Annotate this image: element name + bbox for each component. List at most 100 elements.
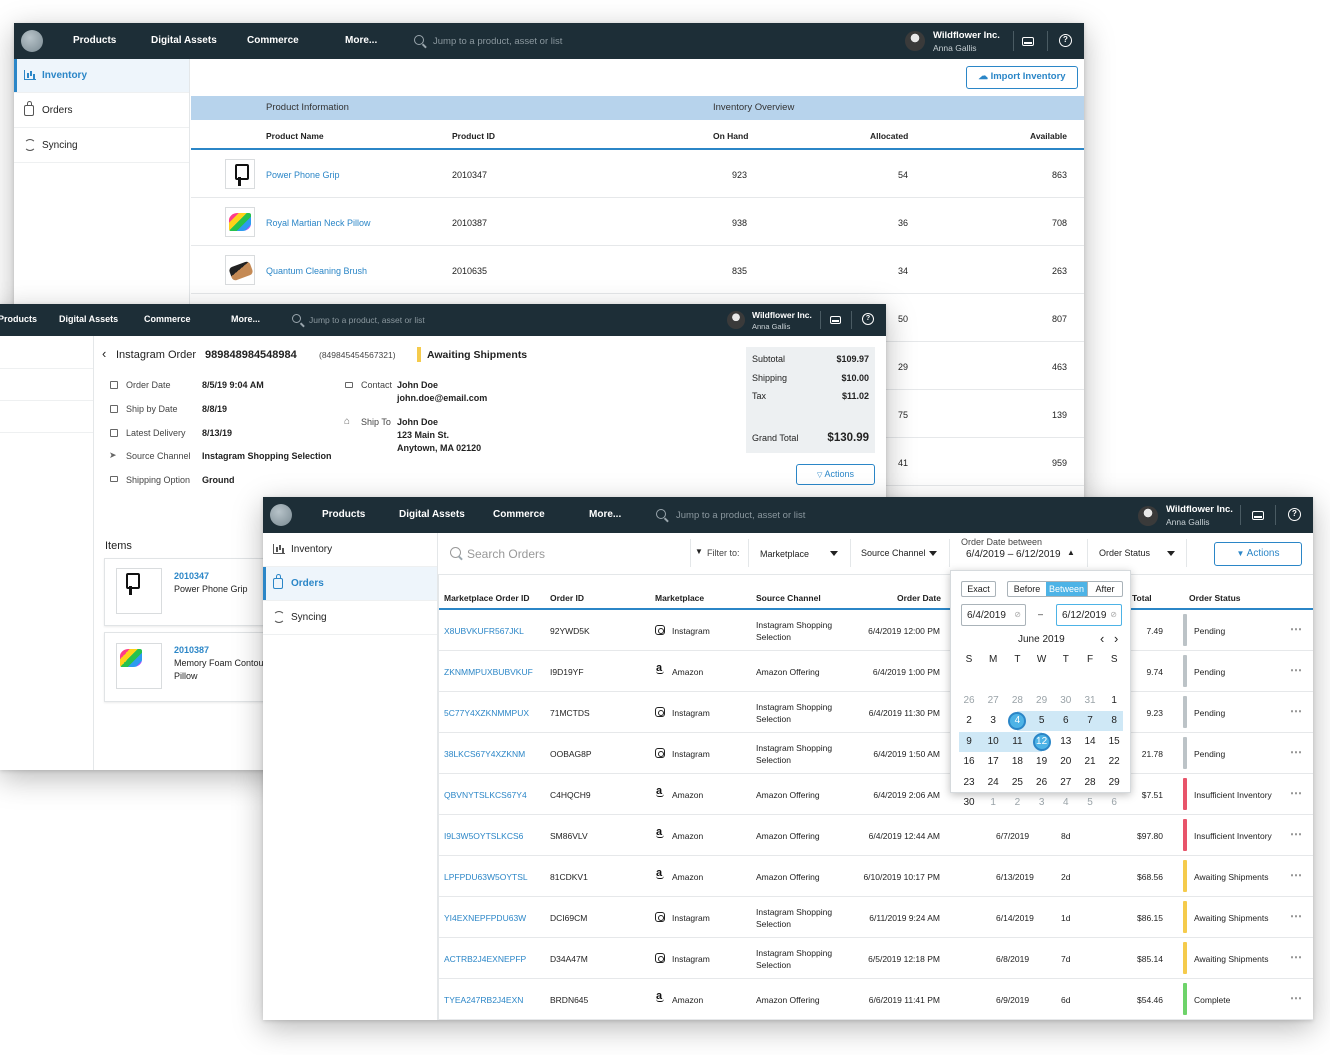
nav-products[interactable]: Products: [73, 35, 117, 46]
more-icon[interactable]: ⋯: [1290, 745, 1303, 759]
sidebar-item-orders[interactable]: Orders: [263, 567, 437, 601]
global-search-input[interactable]: Jump to a product, asset or list: [309, 315, 425, 325]
marketplace-order-id-link[interactable]: TYEA247RB2J4EXN: [444, 995, 524, 1005]
calendar-day[interactable]: 8: [1111, 715, 1117, 726]
marketplace-order-id-link[interactable]: 5C77Y4XZKNMMPUX: [444, 708, 530, 718]
item-id-link[interactable]: 2010387: [174, 645, 210, 655]
col-product-id[interactable]: Product ID: [452, 131, 495, 141]
calendar-day[interactable]: 11: [1012, 735, 1023, 747]
table-row[interactable]: I9L3W5OYTSLKCS6 SM86VLV a Amazon Amazon Offe…: [439, 815, 1313, 856]
more-icon[interactable]: ⋯: [1290, 786, 1303, 800]
inbox-icon[interactable]: [830, 316, 841, 324]
more-icon[interactable]: ⋯: [1290, 950, 1303, 964]
nav-commerce[interactable]: Commerce: [144, 314, 191, 324]
table-row[interactable]: YI4EXNEPFPDU63W DCI69CM Instagram Instagram…: [439, 897, 1313, 938]
help-icon[interactable]: ?: [862, 313, 874, 325]
inbox-icon[interactable]: [1252, 511, 1264, 520]
help-icon[interactable]: ?: [1059, 34, 1072, 47]
calendar-day[interactable]: 30: [963, 797, 975, 808]
mode-after-button[interactable]: After: [1087, 582, 1122, 596]
marketplace-filter[interactable]: Marketplace: [760, 549, 810, 559]
calendar-day[interactable]: 17: [987, 756, 999, 767]
more-icon[interactable]: ⋯: [1290, 827, 1303, 841]
table-row[interactable]: 5C77Y4XZKNMMPUX 71MCTDS Instagram Instagram…: [439, 692, 1313, 733]
col-order-id[interactable]: Order ID: [550, 593, 585, 603]
calendar-day[interactable]: 4: [1063, 797, 1069, 808]
date-filter-value[interactable]: 6/4/2019 – 6/12/2019: [966, 549, 1061, 560]
order-actions-button[interactable]: ▽ Actions: [796, 464, 875, 485]
global-search-input[interactable]: Jump to a product, asset or list: [676, 510, 806, 521]
calendar-day[interactable]: 1: [990, 797, 996, 808]
clear-icon[interactable]: ⊘: [1014, 610, 1021, 619]
calendar-day[interactable]: 30: [1060, 694, 1072, 706]
calendar-day[interactable]: 12: [1032, 732, 1051, 751]
more-icon[interactable]: ⋯: [1290, 991, 1303, 1005]
calendar-day[interactable]: 24: [987, 776, 999, 788]
sidebar-item-inventory[interactable]: Inventory: [14, 59, 189, 93]
calendar-day[interactable]: 16: [963, 756, 975, 767]
col-available[interactable]: Available: [1030, 131, 1068, 141]
col-product-name[interactable]: Product Name: [266, 131, 324, 141]
calendar-day[interactable]: 25: [1011, 776, 1023, 788]
calendar-day[interactable]: 21: [1084, 756, 1096, 767]
nav-commerce[interactable]: Commerce: [247, 35, 299, 46]
calendar-day[interactable]: 6: [1063, 715, 1069, 726]
order-item-card[interactable]: 2010347 Power Phone Grip: [104, 558, 274, 626]
calendar-day[interactable]: 27: [1060, 776, 1072, 788]
orders-actions-button[interactable]: ▼ Actions: [1214, 542, 1302, 566]
chevron-up-icon[interactable]: ▲: [1067, 548, 1075, 557]
source-channel-filter[interactable]: Source Channel: [861, 548, 926, 558]
order-item-card[interactable]: 2010387 Memory Foam Contour Pillow: [104, 632, 274, 702]
table-row[interactable]: Quantum Cleaning Brush 2010635 835 34 26…: [191, 246, 1084, 294]
calendar-day[interactable]: 29: [1108, 776, 1120, 788]
product-name-link[interactable]: Royal Martian Neck Pillow: [266, 218, 371, 228]
prev-month-icon[interactable]: ‹: [1100, 631, 1105, 646]
calendar-day[interactable]: 5: [1087, 797, 1093, 808]
nav-more[interactable]: More...: [589, 509, 622, 520]
nav-products[interactable]: Products: [0, 314, 38, 324]
col-order-status[interactable]: Order Status: [1189, 593, 1241, 603]
avatar[interactable]: [727, 311, 745, 329]
table-row[interactable]: QBVNYTSLKCS67Y4 C4HQCH9 a Amazon Amazon Offe…: [439, 774, 1313, 815]
more-icon[interactable]: ⋯: [1290, 909, 1303, 923]
calendar-day[interactable]: 2: [1014, 797, 1021, 808]
search-orders-input[interactable]: Search Orders: [467, 547, 546, 561]
table-row[interactable]: LPFPDU63W5OYTSL 81CDKV1 a Amazon Amazon Offe…: [439, 856, 1313, 897]
calendar-day[interactable]: 26: [963, 694, 975, 706]
nav-products[interactable]: Products: [322, 509, 366, 520]
nav-digital-assets[interactable]: Digital Assets: [59, 314, 119, 324]
marketplace-order-id-link[interactable]: YI4EXNEPFPDU63W: [444, 913, 527, 923]
sidebar-item-orders[interactable]: Orders: [14, 94, 189, 128]
calendar-day[interactable]: 22: [1108, 756, 1120, 767]
nav-digital-assets[interactable]: Digital Assets: [151, 35, 217, 46]
calendar-day[interactable]: 31: [1084, 694, 1096, 706]
back-chevron-icon[interactable]: ‹: [102, 346, 107, 361]
table-row[interactable]: X8UBVKUFR567JKL 92YWD5K Instagram Instagram…: [439, 610, 1313, 651]
col-total[interactable]: Total: [1132, 593, 1152, 603]
marketplace-order-id-link[interactable]: X8UBVKUFR567JKL: [444, 626, 524, 636]
calendar-day[interactable]: 28: [1084, 776, 1096, 788]
calendar-day[interactable]: 23: [963, 776, 975, 788]
more-icon[interactable]: ⋯: [1290, 663, 1303, 677]
table-row[interactable]: TYEA247RB2J4EXN BRDN645 a Amazon Amazon Offe…: [439, 979, 1313, 1020]
calendar-day[interactable]: 5: [1038, 715, 1045, 726]
calendar-day[interactable]: 15: [1108, 735, 1120, 747]
nav-more[interactable]: More...: [231, 314, 261, 324]
app-logo[interactable]: [270, 504, 292, 526]
calendar-day[interactable]: 3: [990, 715, 996, 726]
global-search-input[interactable]: Jump to a product, asset or list: [433, 36, 563, 47]
table-row[interactable]: ZKNMMPUXBUBVKUF I9D19YF a Amazon Amazon Offe…: [439, 651, 1313, 692]
calendar-day[interactable]: 28: [1011, 694, 1023, 706]
nav-commerce[interactable]: Commerce: [493, 509, 545, 520]
next-month-icon[interactable]: ›: [1114, 631, 1119, 646]
calendar-day[interactable]: 14: [1084, 735, 1096, 747]
calendar-day[interactable]: 20: [1060, 756, 1072, 767]
chevron-down-icon[interactable]: [929, 551, 937, 556]
marketplace-order-id-link[interactable]: QBVNYTSLKCS67Y4: [444, 790, 527, 800]
calendar-day[interactable]: 18: [1011, 756, 1023, 767]
more-icon[interactable]: ⋯: [1290, 622, 1303, 636]
col-source-channel[interactable]: Source Channel: [756, 593, 821, 603]
chevron-down-icon[interactable]: [830, 551, 838, 556]
start-date-input[interactable]: 6/4/2019 ⊘: [961, 604, 1026, 626]
calendar-day[interactable]: 1: [1111, 694, 1117, 706]
